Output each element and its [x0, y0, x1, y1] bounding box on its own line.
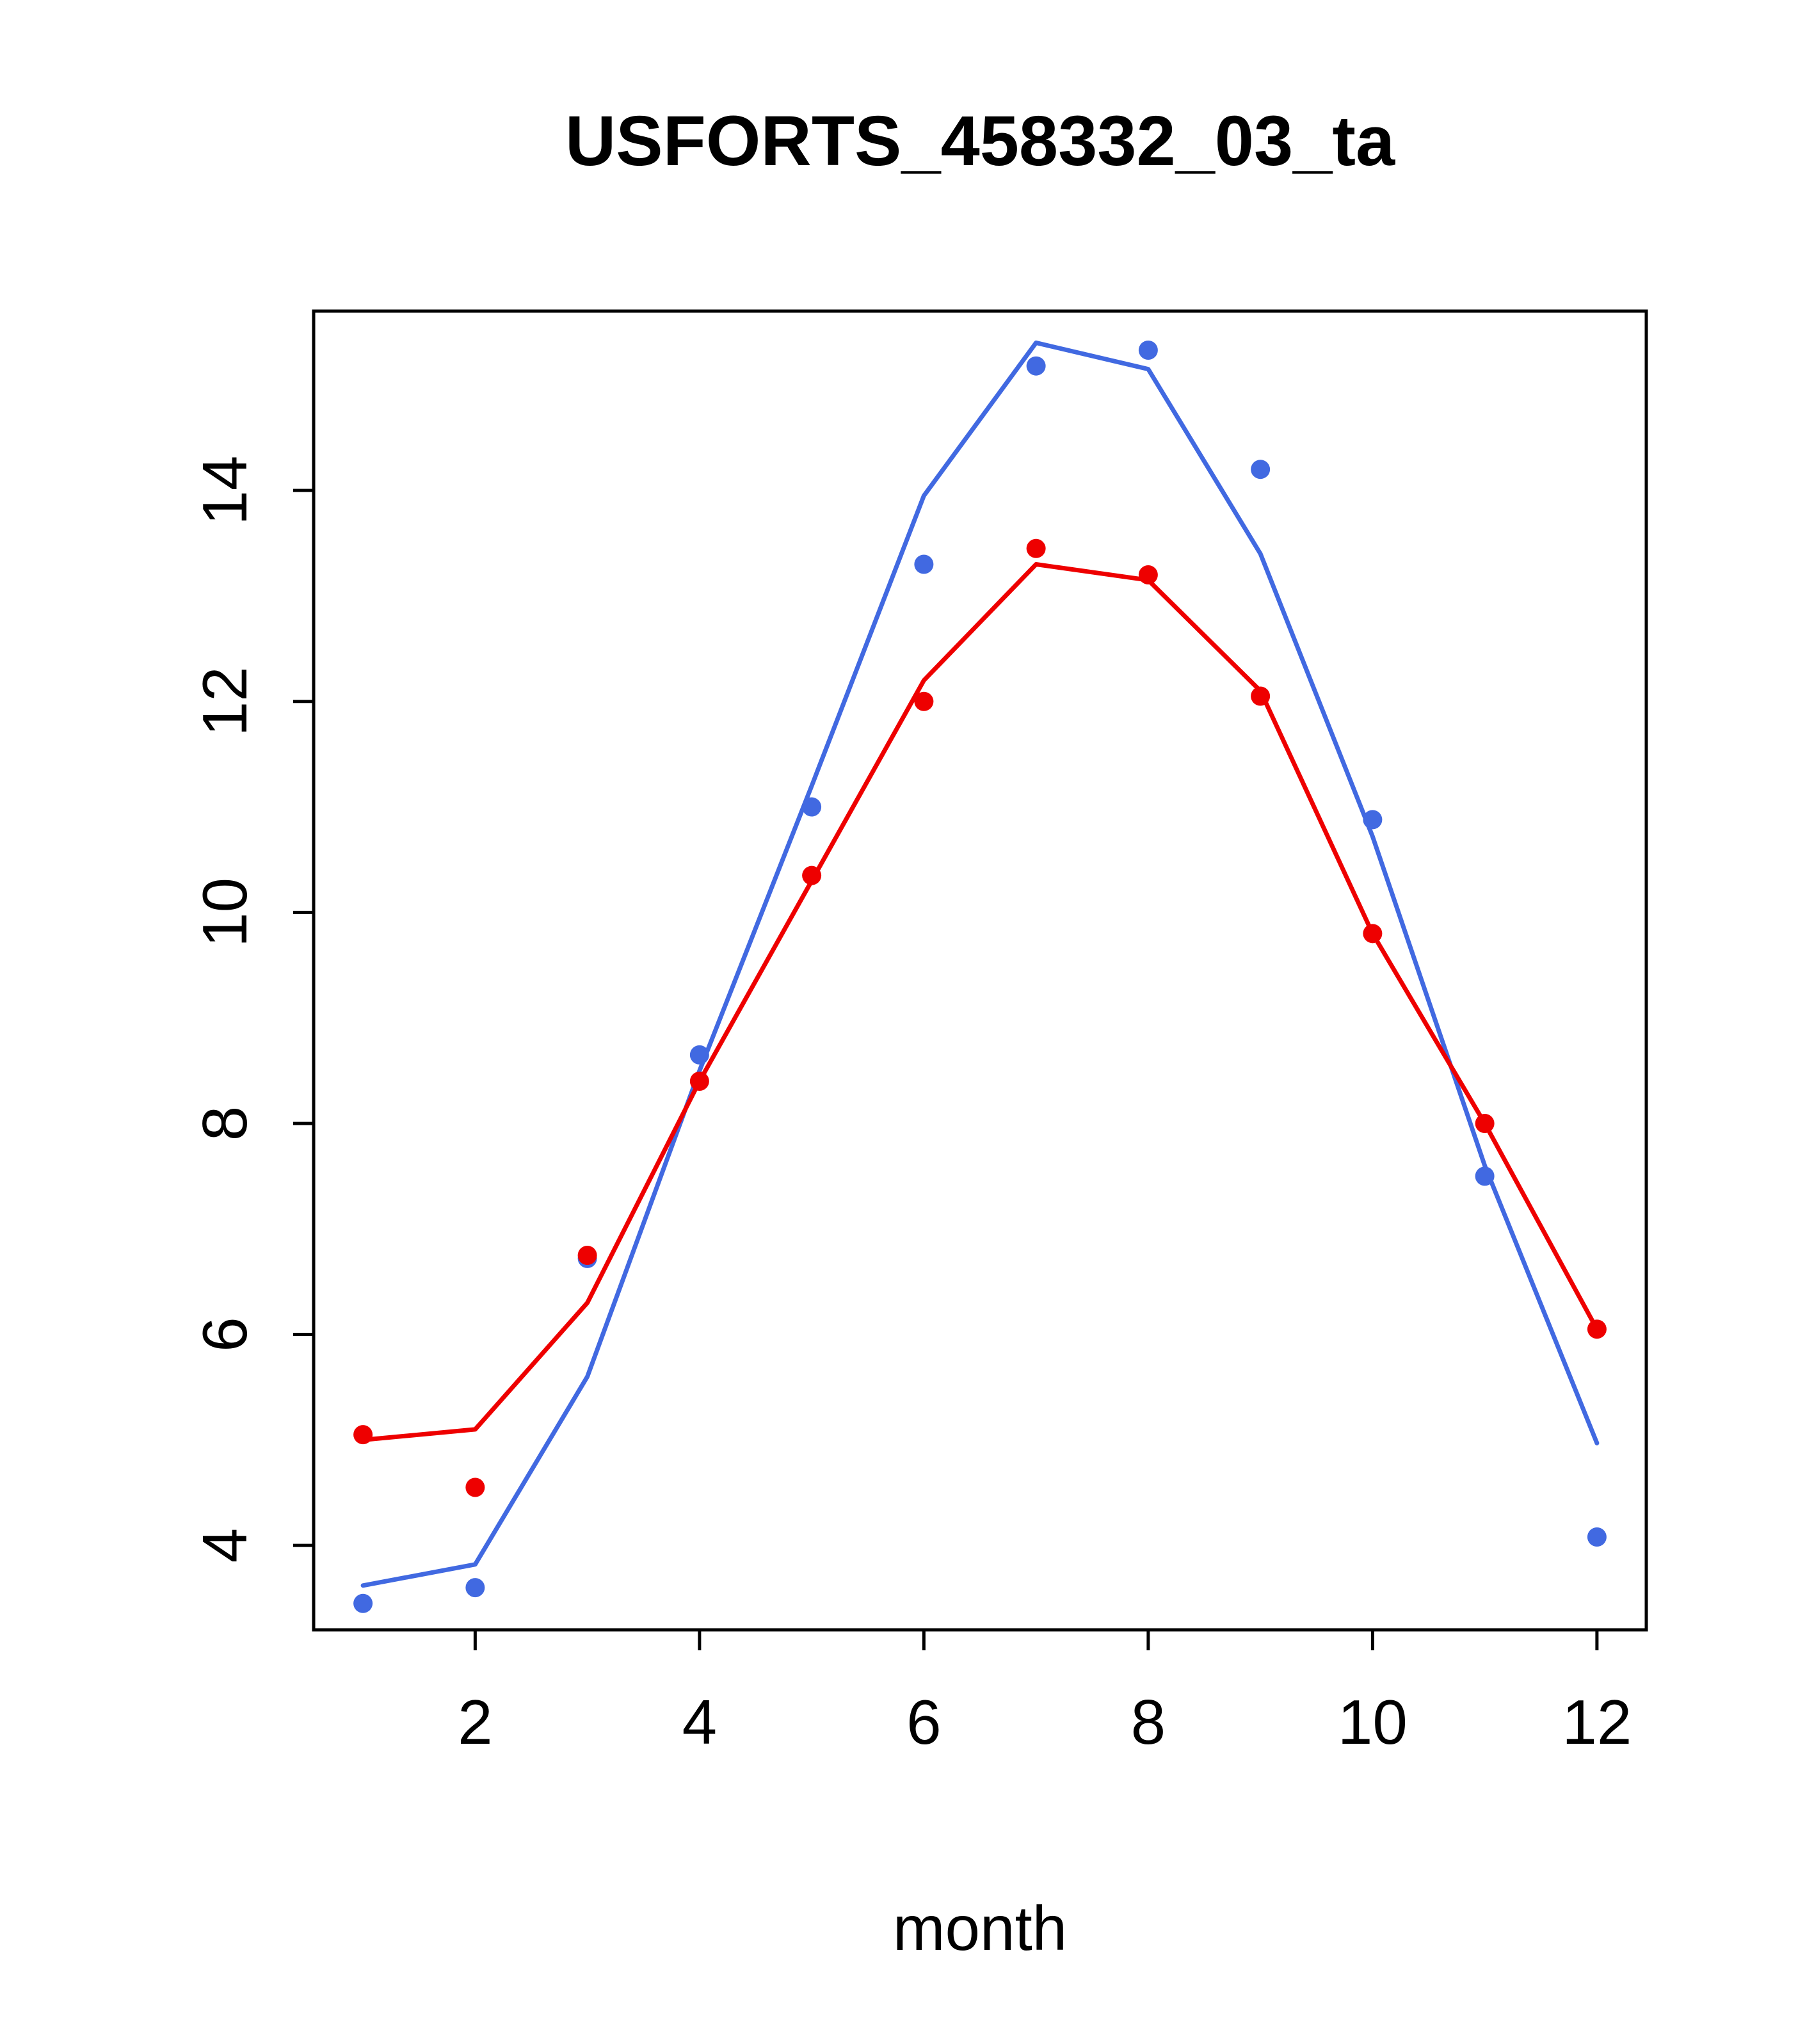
data-point-observed-blue-points: [1026, 356, 1046, 376]
data-point-observed-red-points: [1475, 1113, 1495, 1133]
data-point-observed-red-points: [1026, 538, 1046, 558]
x-tick-label: 2: [458, 1687, 493, 1757]
x-tick-label: 6: [906, 1687, 942, 1757]
x-tick-label: 4: [682, 1687, 718, 1757]
data-point-observed-red-points: [802, 865, 822, 885]
data-point-observed-red-points: [1587, 1319, 1607, 1339]
y-tick-label: 12: [189, 666, 260, 736]
y-tick-label: 10: [189, 878, 260, 947]
y-tick-label: 8: [189, 1106, 260, 1141]
x-tick-label: 8: [1131, 1687, 1166, 1757]
chart-title: USFORTS_458332_03_ta: [565, 102, 1395, 181]
series-fitted-red-line: [360, 562, 1600, 1442]
data-point-observed-red-points: [465, 1477, 485, 1497]
data-point-observed-blue-points: [689, 1045, 709, 1065]
data-point-observed-blue-points: [802, 797, 822, 817]
data-point-observed-blue-points: [914, 554, 934, 574]
data-point-observed-red-points: [1251, 686, 1271, 706]
x-axis-label: month: [893, 1893, 1067, 1963]
plot-box: [312, 309, 1648, 1632]
data-point-observed-blue-points: [1363, 810, 1383, 830]
series-fitted-blue-line: [360, 340, 1600, 1588]
data-point-observed-red-points: [353, 1425, 373, 1445]
data-point-observed-red-points: [689, 1072, 709, 1091]
data-point-observed-red-points: [1138, 565, 1158, 584]
x-tick-label: 10: [1338, 1687, 1408, 1757]
data-point-observed-blue-points: [1475, 1166, 1495, 1186]
data-point-observed-red-points: [577, 1245, 597, 1265]
data-point-observed-blue-points: [353, 1593, 373, 1613]
data-point-observed-red-points: [1363, 924, 1383, 944]
y-tick-label: 14: [189, 456, 260, 526]
y-tick-label: 4: [189, 1528, 260, 1563]
data-point-observed-blue-points: [1587, 1527, 1607, 1547]
data-point-observed-blue-points: [1138, 340, 1158, 360]
x-tick-label: 12: [1562, 1687, 1632, 1757]
y-tick-label: 6: [189, 1317, 260, 1352]
data-point-observed-blue-points: [465, 1578, 485, 1598]
data-point-observed-blue-points: [1251, 460, 1271, 479]
data-point-observed-red-points: [914, 691, 934, 711]
